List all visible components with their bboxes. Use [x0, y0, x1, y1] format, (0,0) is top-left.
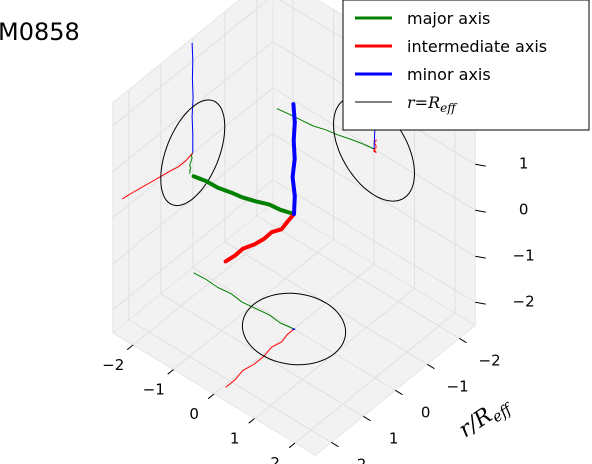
z-tick-label: 0 [519, 201, 529, 219]
y-tick-label: 0 [421, 404, 431, 422]
x-tick-label: 0 [189, 405, 199, 423]
z-tick-label: −1 [513, 247, 535, 265]
z-tick-label: −2 [513, 293, 535, 311]
x-tick-mark [248, 418, 255, 424]
y-tick-mark [363, 415, 371, 422]
x-tick-label: −1 [143, 381, 165, 399]
proj-xy-major-axis-line [193, 272, 295, 330]
legend-label-r: r [407, 93, 416, 112]
grid-line [112, 87, 476, 219]
z-tick-label: 1 [519, 155, 529, 173]
y-tick-mark [427, 363, 435, 370]
legend-label: minor axis [407, 65, 491, 84]
x-tick-label: 2 [270, 454, 280, 464]
z-tick-mark [475, 163, 486, 167]
legend-label-eq: = [415, 93, 428, 112]
legend-label: intermediate axis [407, 37, 547, 56]
grid-line [112, 179, 476, 311]
y-tick-label: 2 [357, 456, 367, 464]
grid-line [128, 89, 332, 443]
y-tick-mark [331, 441, 339, 448]
grid-line [294, 83, 456, 444]
legend-label: major axis [407, 9, 490, 28]
x-tick-mark [126, 344, 134, 351]
legend-label: r=Reff [407, 93, 458, 115]
x-tick-label: 1 [230, 430, 240, 448]
3d-curves [191, 102, 297, 264]
y-tick-label: −2 [479, 352, 501, 370]
y-tick-label: −1 [447, 378, 469, 396]
grid-line [254, 58, 415, 419]
legend-box [342, 0, 590, 131]
3d-intermediate-axis-line [223, 212, 296, 264]
legend-label-R: R [427, 93, 440, 112]
x-tick-mark [288, 442, 296, 449]
z-tick-mark [475, 301, 486, 305]
chart-title: M0858 [0, 18, 80, 46]
legend-label-sub: eff [440, 101, 458, 115]
y-tick-mark [395, 389, 403, 396]
3d-minor-axis-line [290, 102, 297, 216]
tick-labels: 210−1−2−2−1012−2−1012 [102, 109, 535, 464]
proj-yz-reff-circle [160, 99, 226, 207]
grid-line [173, 9, 334, 370]
proj-xy-minor-axis-line [292, 328, 296, 330]
tick-marks [126, 117, 486, 449]
z-tick-mark [475, 255, 486, 259]
3d-major-axis-line [191, 174, 296, 216]
legend: major axis intermediate axis minor axis r=R… [342, 0, 590, 131]
grid-line [224, 11, 428, 365]
x-tick-label: −2 [102, 356, 124, 374]
proj-yz-minor-axis-line [191, 42, 194, 153]
grid-line [256, 0, 460, 339]
grid-line [112, 133, 476, 265]
proj-xz-intermediate-axis-line [373, 139, 377, 153]
y-tick-label: 1 [389, 430, 399, 448]
x-tick-mark [207, 393, 215, 400]
z-tick-mark [475, 209, 486, 213]
grid-line [192, 37, 396, 391]
axis-label: r/Reff [454, 391, 516, 446]
x-tick-mark [167, 369, 174, 375]
y-tick-mark [459, 337, 467, 344]
grid-line [160, 63, 364, 417]
proj-xy-reff-circle [241, 292, 347, 366]
proj-yz-major-axis-line [189, 152, 194, 174]
